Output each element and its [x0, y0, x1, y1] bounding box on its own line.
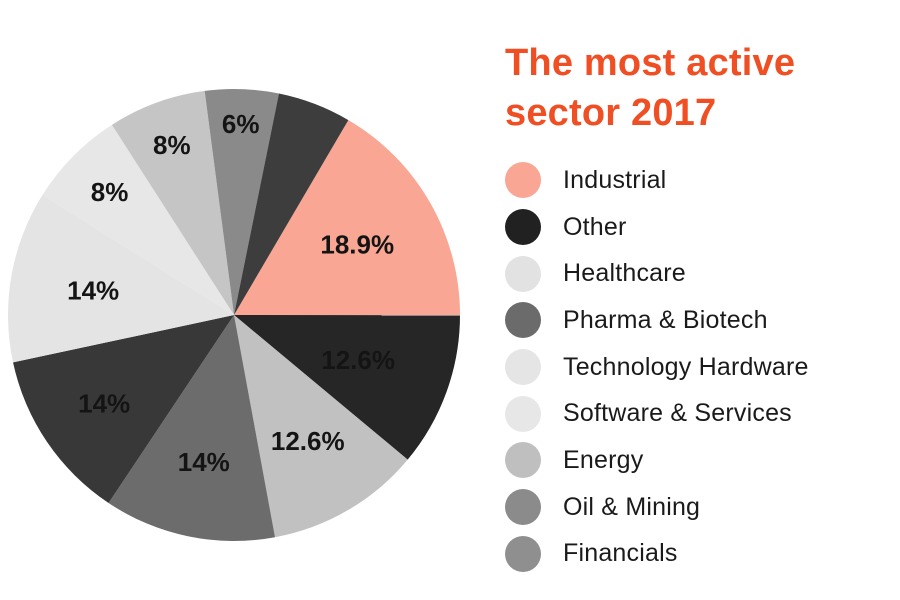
pie-slice-label-1: 12.6%	[321, 345, 395, 375]
legend-label: Pharma & Biotech	[563, 305, 768, 334]
legend-swatch-icon	[505, 489, 541, 526]
legend-swatch-icon	[505, 302, 541, 339]
legend-swatch-icon	[505, 255, 541, 292]
pie-slice-label-3: 14%	[178, 447, 230, 477]
legend-item-3: Pharma & Biotech	[505, 297, 809, 344]
legend-label: Software & Services	[563, 399, 792, 428]
pie-slice-label-8: 6%	[222, 109, 260, 139]
pie-slice-label-5: 14%	[67, 275, 119, 305]
pie-slice-9	[234, 93, 349, 316]
legend-item-0: Industrial	[505, 157, 809, 204]
pie-slice-0	[234, 120, 460, 316]
legend-item-8: Financials	[505, 531, 809, 578]
pie-slice-2	[234, 315, 408, 538]
pie-slice-1	[234, 315, 460, 460]
legend-label: Other	[563, 212, 627, 241]
pie-slice-3	[108, 315, 276, 541]
legend-swatch-icon	[505, 209, 541, 246]
legend-swatch-icon	[505, 535, 541, 572]
legend-swatch-icon	[505, 162, 541, 199]
chart-title: The most active sector 2017	[505, 42, 796, 134]
legend-item-2: Healthcare	[505, 250, 809, 297]
legend-swatch-icon	[505, 395, 541, 432]
pie-slice-label-6: 8%	[91, 177, 129, 207]
legend-label: Energy	[563, 445, 644, 474]
legend: Industrial Other Healthcare Pharma & Biotec…	[505, 157, 809, 577]
pie-slice-8	[204, 89, 279, 315]
legend-item-6: Energy	[505, 437, 809, 484]
pie-slice-label-7: 8%	[153, 130, 191, 160]
legend-item-1: Other	[505, 204, 809, 251]
legend-item-7: Oil & Mining	[505, 484, 809, 531]
legend-swatch-icon	[505, 442, 541, 479]
legend-label: Industrial	[563, 165, 667, 194]
legend-swatch-icon	[505, 349, 541, 386]
pie-slice-label-0: 18.9%	[320, 230, 394, 260]
legend-label: Oil & Mining	[563, 492, 701, 521]
pie-slice-6	[42, 124, 234, 316]
pie-slice-4	[13, 315, 235, 503]
legend-label: Financials	[563, 539, 678, 568]
pie-slice-5	[8, 195, 235, 363]
pie-slice-label-2: 12.6%	[271, 426, 345, 456]
legend-item-5: Software & Services	[505, 390, 809, 437]
legend-label: Healthcare	[563, 259, 686, 288]
pie-slice-7	[111, 90, 234, 316]
legend-item-4: Technology Hardware	[505, 344, 809, 391]
legend-label: Technology Hardware	[563, 352, 809, 381]
pie-slice-label-4: 14%	[78, 388, 130, 418]
